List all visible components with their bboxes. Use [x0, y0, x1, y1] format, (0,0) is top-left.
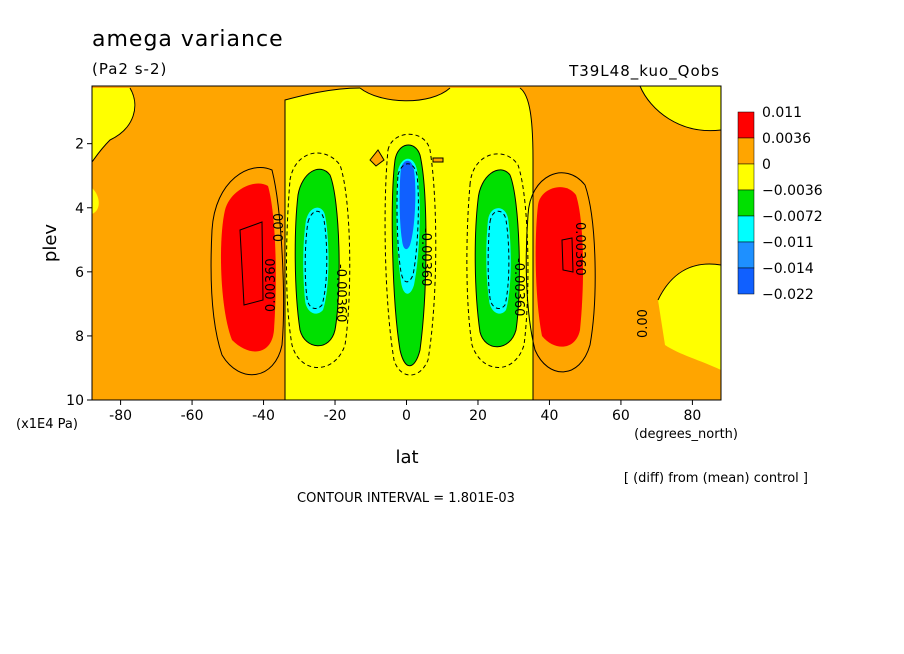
chart-units: (Pa2 s-2) — [92, 60, 167, 78]
pos-contour-south-outer — [210, 167, 285, 376]
x-tick-label: -40 — [252, 408, 275, 424]
legend-label: −0.022 — [762, 287, 814, 303]
north-polar-patch-2 — [658, 264, 721, 370]
y-tick-label: 8 — [75, 329, 84, 345]
y-axis-title: plev — [40, 224, 61, 263]
y-tick-label: 10 — [66, 393, 84, 409]
x-tick-label: 0 — [402, 408, 411, 424]
contour-label: -0.00360 — [511, 258, 526, 316]
legend-swatch — [737, 241, 755, 269]
x-tick-label: 40 — [541, 408, 559, 424]
negative-peak-equator — [399, 160, 416, 250]
pos-contour-north-inner — [561, 237, 574, 273]
dashed-north-inner — [487, 210, 510, 309]
x-tick-label: -20 — [324, 408, 347, 424]
y-tick-label: 4 — [75, 201, 84, 217]
y-unit-label: (x1E4 Pa) — [16, 417, 78, 432]
x-tick-label: 60 — [612, 408, 630, 424]
legend-swatch — [737, 163, 755, 191]
equator-neg-outline — [391, 144, 427, 367]
legend-swatch — [737, 111, 755, 139]
zero-contour-top — [359, 87, 451, 102]
legend-swatch — [737, 267, 755, 295]
y-tick-label: 6 — [75, 265, 84, 281]
plot-area: 0.00 0.00360 -0.00360 -0.00360 -0.00360 … — [91, 85, 722, 401]
legend-label: 0.011 — [762, 105, 802, 121]
dashed-north-outer — [466, 153, 529, 368]
zero-contour-north — [519, 87, 534, 400]
dashed-equator-outer — [384, 133, 437, 376]
zero-contour-polar-s — [92, 87, 136, 163]
contour-lines — [92, 86, 721, 400]
dashed-contours — [286, 133, 529, 376]
legend-swatch — [737, 137, 755, 165]
small-tick-patch — [432, 157, 444, 163]
legend-label: 0 — [762, 157, 771, 173]
dashed-south-inner — [304, 210, 328, 309]
contour-label: -0.00360 — [333, 264, 348, 322]
pos-contour-north-outer — [525, 172, 596, 373]
positive-lobe-north — [535, 187, 584, 347]
x-tick-label: 80 — [683, 408, 701, 424]
x-tick-label: -60 — [181, 408, 204, 424]
contour-interval: CONTOUR INTERVAL = 1.801E-03 — [297, 491, 515, 506]
x-unit-label: (degrees_north) — [634, 427, 738, 442]
chart-title: amega variance — [92, 27, 284, 52]
contour-label: 0.00 — [636, 309, 651, 338]
x-axis: -80 -60 -40 -20 0 20 40 60 80 — [109, 400, 701, 424]
pos-contour-south-inner — [239, 221, 264, 306]
small-yellow-patch — [92, 188, 99, 214]
y-tick-label: 2 — [75, 137, 84, 153]
contour-label-group: 0.00 0.00360 -0.00360 -0.00360 -0.00360 … — [264, 213, 651, 338]
zero-contour-south — [284, 87, 361, 400]
contour-label: 0.00360 — [572, 222, 587, 276]
zero-contour-polar-n2 — [657, 263, 721, 301]
north-neg-outline — [474, 169, 520, 348]
diff-note: [ (diff) from (mean) control ] — [624, 471, 808, 486]
y-axis: 2 4 6 8 10 — [66, 137, 92, 409]
x-axis-title: lat — [395, 447, 418, 468]
zero-contour-polar-n — [639, 86, 721, 132]
contour-label: 0.00360 — [264, 258, 279, 312]
x-tick-label: -80 — [109, 408, 132, 424]
legend-swatch — [737, 215, 755, 243]
contour-label: -0.00360 — [418, 228, 433, 286]
small-orange-patch — [369, 149, 385, 167]
color-legend: 0.011 0.0036 0 −0.0036 −0.0072 −0.011 −0.014 −0… — [737, 105, 823, 303]
legend-label: −0.014 — [762, 261, 814, 277]
legend-label: −0.0072 — [762, 209, 823, 225]
legend-label: −0.0036 — [762, 183, 823, 199]
legend-label: −0.011 — [762, 235, 814, 251]
contour-label: 0.00 — [272, 213, 287, 242]
south-neg-outline — [294, 168, 340, 347]
dashed-equator-inner — [396, 163, 419, 283]
legend-swatch — [737, 189, 755, 217]
legend-label: 0.0036 — [762, 131, 811, 147]
x-tick-label: 20 — [469, 408, 487, 424]
north-polar-patch — [640, 86, 721, 131]
run-label: T39L48_kuo_Qobs — [568, 62, 720, 81]
negative-core-south — [303, 207, 329, 314]
south-polar-patch — [92, 88, 135, 162]
negative-core-north — [486, 208, 511, 314]
